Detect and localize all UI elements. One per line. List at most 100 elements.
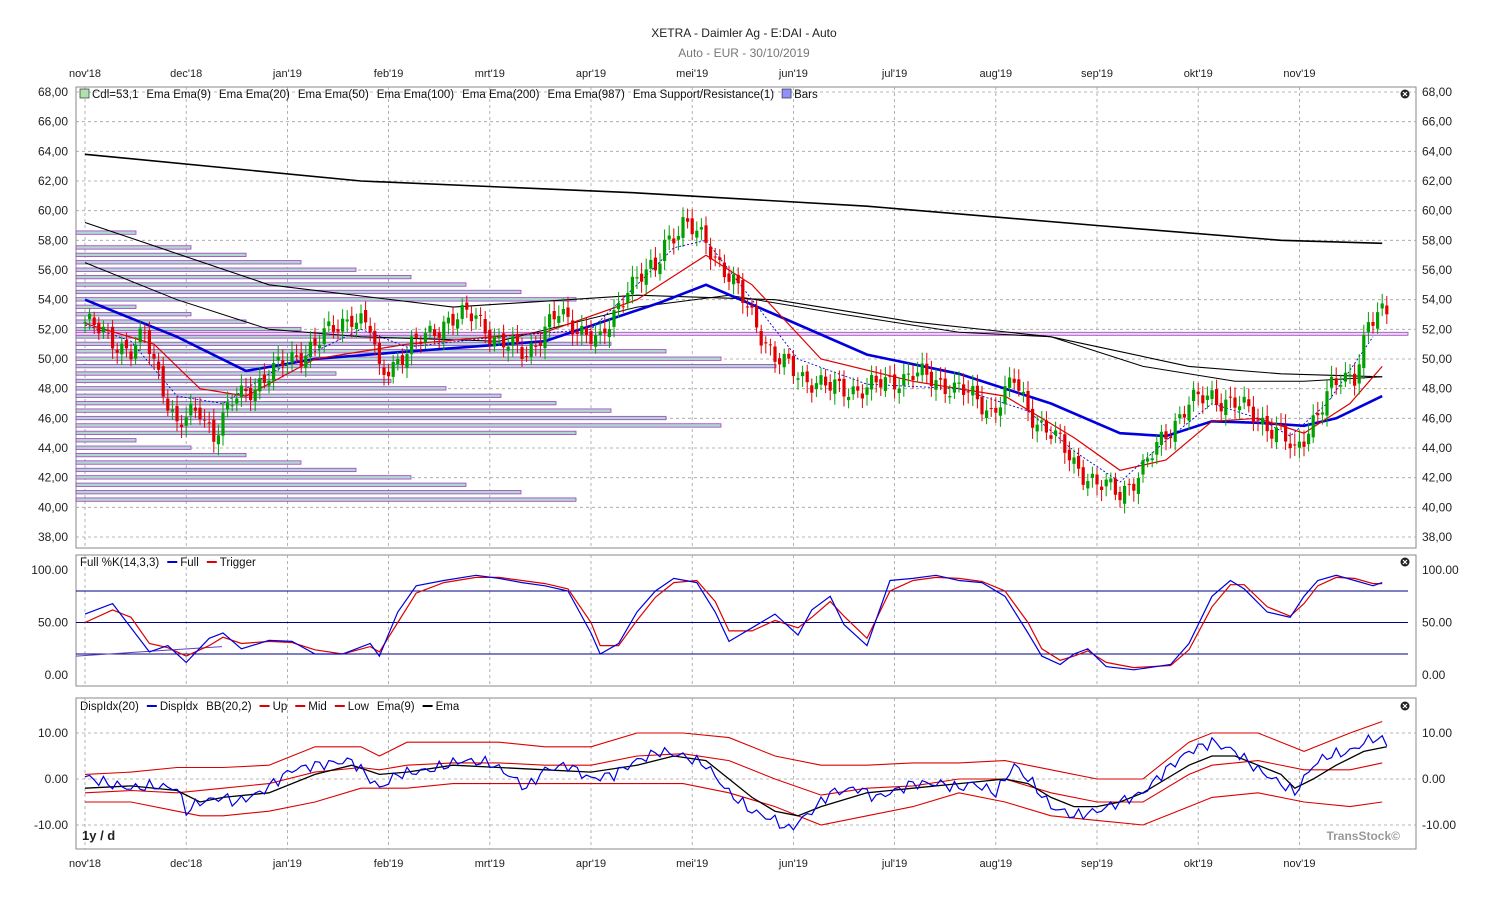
candle-body <box>630 276 634 295</box>
price-tick-right: 62,00 <box>1422 174 1452 188</box>
candle-body <box>354 322 358 330</box>
candle-body <box>1251 406 1255 423</box>
candle-body <box>801 372 805 377</box>
price-tick-right: 56,00 <box>1422 263 1452 277</box>
candle-body <box>621 306 625 308</box>
candle-body <box>1012 378 1016 383</box>
month-label-bottom: nov'18 <box>69 858 101 870</box>
candle-body <box>414 333 418 339</box>
dispidx-panel-close-button[interactable] <box>1400 701 1410 711</box>
candle-body <box>221 412 225 436</box>
candle-body <box>290 352 294 364</box>
candle-body <box>1123 485 1127 504</box>
price-tick-left: 38,00 <box>38 530 68 544</box>
candle-body <box>1040 420 1044 422</box>
candle-body <box>262 374 266 383</box>
price-tick-left: 40,00 <box>38 500 68 514</box>
candle-body <box>617 303 621 310</box>
candle-body <box>1141 460 1145 475</box>
candle-body <box>893 374 897 390</box>
candle-body <box>1261 417 1265 425</box>
candle-body <box>129 351 133 360</box>
candle-body <box>400 355 404 365</box>
legend-label: Trigger <box>220 557 256 569</box>
month-label-top: aug'19 <box>979 68 1012 80</box>
candle-body <box>396 358 400 365</box>
legend-label: BB(20,2) <box>206 701 252 713</box>
volume-profile-bar <box>75 401 557 406</box>
candle-body <box>175 406 179 422</box>
candle-body <box>603 328 607 334</box>
stochastic-tick-left: 100.00 <box>31 563 68 577</box>
candle-body <box>525 356 529 358</box>
volume-profile-bar <box>75 378 392 384</box>
candle-body <box>1302 441 1306 447</box>
price-panel-close-button[interactable] <box>1400 89 1410 99</box>
candle-body <box>948 395 952 398</box>
price-tick-left: 46,00 <box>38 411 68 425</box>
volume-profile-bar <box>75 312 192 317</box>
candle-body <box>1146 458 1150 462</box>
candle-body <box>212 419 216 442</box>
candle-body <box>644 269 648 285</box>
ema987-line <box>84 153 1383 245</box>
month-label-bottom: sep'19 <box>1081 858 1113 870</box>
legend-label: DispIdx <box>160 701 199 713</box>
candle-body <box>561 308 565 315</box>
candle-body <box>759 330 763 346</box>
candle-body <box>1201 395 1205 404</box>
candle-body <box>1233 397 1237 408</box>
volume-profile-bar <box>75 341 612 346</box>
candle-body <box>147 330 151 355</box>
candle-body <box>1376 312 1380 329</box>
price-tick-right: 54,00 <box>1422 293 1452 307</box>
month-label-top: jul'19 <box>881 68 907 80</box>
candle-body <box>538 342 542 346</box>
candle-body <box>782 353 786 368</box>
candle-body <box>1127 483 1131 485</box>
legend-label: Ema Ema(200) <box>462 89 540 101</box>
dispidx-y-axis: 10.00 10.00 0.00 0.00 -10.00 -10.00 <box>34 726 1456 832</box>
candle-body <box>359 313 363 324</box>
candle-body <box>299 353 303 367</box>
candle-body <box>308 341 312 357</box>
candle-body <box>1348 374 1352 377</box>
candle-body <box>373 330 377 345</box>
candle-body <box>768 344 772 346</box>
candle-body <box>575 331 579 335</box>
month-label-bottom: aug'19 <box>979 858 1012 870</box>
stochastic-legend: Full %K(14,3,3) Full Trigger <box>80 557 256 569</box>
candle-body <box>203 419 207 421</box>
candle-body <box>336 329 340 332</box>
candle-body <box>1288 443 1292 449</box>
candle-body <box>741 280 745 303</box>
volume-profile-bar <box>75 475 412 480</box>
dispidx-tick-right: 10.00 <box>1422 726 1452 740</box>
candle-body <box>1330 376 1334 388</box>
legend-label: Bars <box>794 89 818 101</box>
candle-body <box>391 361 395 377</box>
candle-body <box>253 389 257 402</box>
bb-lower-line <box>85 783 1383 826</box>
candle-body <box>860 393 864 399</box>
candle-body <box>626 292 630 304</box>
candle-body <box>1008 377 1012 388</box>
stochastic-panel-close-button[interactable] <box>1400 557 1410 567</box>
candle-body <box>377 342 381 364</box>
candle-body <box>934 380 938 390</box>
stochastic-tick-left: 0.00 <box>45 668 69 682</box>
candle-body <box>718 257 722 261</box>
candle-body <box>989 408 993 410</box>
stochastic-grid <box>76 555 1408 686</box>
candle-body <box>1031 408 1035 428</box>
price-tick-left: 54,00 <box>38 293 68 307</box>
candle-body <box>888 375 892 377</box>
volume-profile-bar <box>75 371 337 376</box>
candle-body <box>1265 415 1269 432</box>
candle-body <box>189 403 193 416</box>
candle-body <box>479 314 483 316</box>
volume-profile-bar <box>75 430 577 435</box>
candle-body <box>778 358 782 365</box>
candle-body <box>502 333 506 348</box>
